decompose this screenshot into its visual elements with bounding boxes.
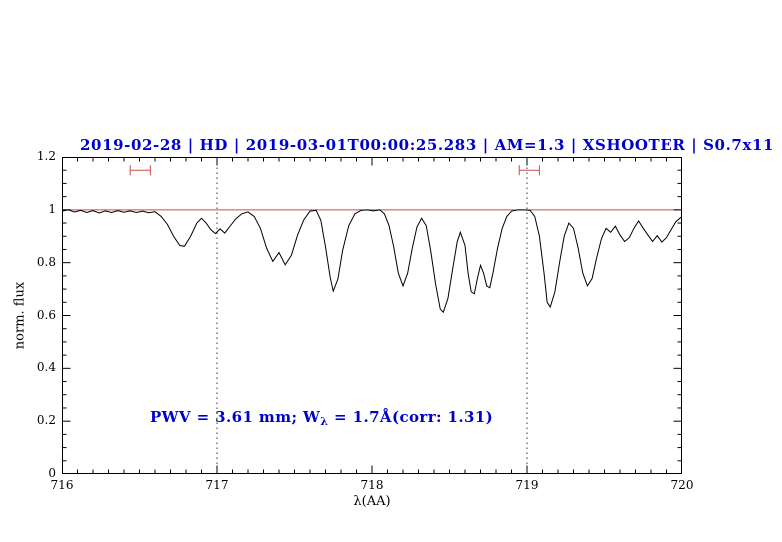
pwv-annotation-subscript: λ xyxy=(320,415,329,428)
y-tick-label-0.4: 0.4 xyxy=(36,360,56,375)
plot-area xyxy=(61,156,683,475)
pwv-annotation-suffix: = 1.7Å(corr: 1.31) xyxy=(328,408,494,426)
x-axis-label: λ(AA) xyxy=(353,494,391,509)
y-tick-label-1.2: 1.2 xyxy=(36,149,56,163)
x-tick-label-720: 720 xyxy=(670,478,694,492)
y-tick-label-0.2: 0.2 xyxy=(36,413,56,428)
x-tick-label-719: 719 xyxy=(515,478,539,492)
telluric-spectrum xyxy=(61,209,683,314)
pwv-annotation: PWV = 3.61 mm; Wλ = 1.7Å(corr: 1.31) xyxy=(150,408,493,428)
y-tick-label-0: 0 xyxy=(48,466,56,480)
spectrum-plot-canvas xyxy=(61,156,683,475)
y-tick-label-1: 1 xyxy=(48,201,56,216)
plot-frame xyxy=(62,157,682,474)
y-tick-label-0.6: 0.6 xyxy=(36,307,56,322)
x-tick-label-718: 718 xyxy=(360,478,384,492)
plot-title: 2019-02-28 | HD | 2019-03-01T00:00:25.28… xyxy=(80,136,775,154)
y-tick-label-0.8: 0.8 xyxy=(36,254,56,269)
pwv-annotation-prefix: PWV = 3.61 mm; W xyxy=(150,408,321,426)
x-tick-label-717: 717 xyxy=(205,478,229,492)
x-tick-label-716: 716 xyxy=(50,478,74,492)
